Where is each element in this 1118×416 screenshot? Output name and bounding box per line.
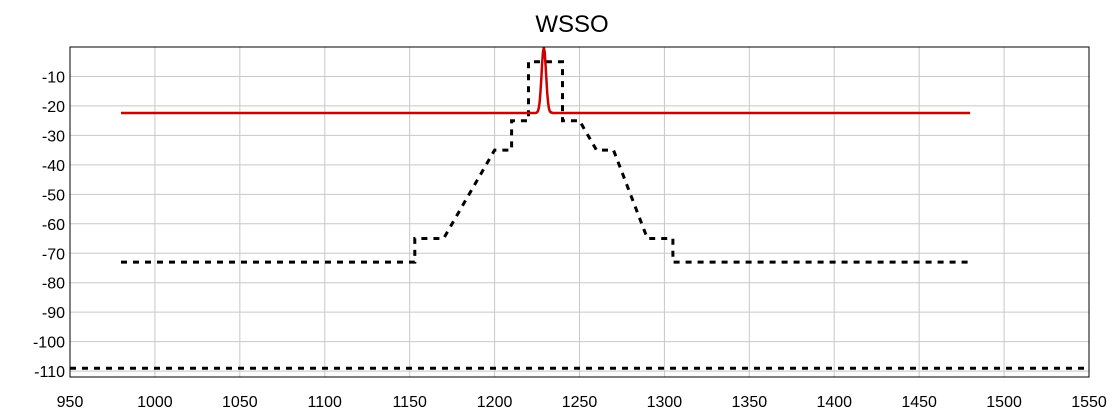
x-tick-label: 1150	[392, 394, 427, 411]
spectrum-trace	[120, 46, 971, 115]
mask-line	[121, 60, 971, 264]
chart-grid	[69, 47, 1090, 377]
y-axis-tick-labels: -10 -20 -30 -40 -50 -60 -70 -80 -90 -100 -110	[33, 69, 65, 381]
chart-title: WSSO	[535, 11, 608, 38]
x-tick-label: 1450	[901, 394, 937, 411]
x-tick-label: 1250	[562, 394, 598, 411]
y-tick-label: -30	[42, 128, 65, 145]
x-tick-label: 1000	[137, 394, 173, 411]
x-axis-tick-labels: 950 1000 1050 1100 1150 1200 1250 1300 1350 1400 1…	[57, 394, 1107, 411]
x-tick-label: 950	[57, 394, 84, 411]
x-tick-label: 1550	[1071, 394, 1107, 411]
y-tick-label: -80	[42, 276, 65, 293]
y-tick-label: -110	[34, 364, 65, 381]
x-tick-label: 1400	[816, 394, 852, 411]
x-tick-label: 1200	[477, 394, 513, 411]
y-tick-label: -90	[42, 305, 65, 322]
x-tick-label: 1500	[986, 394, 1022, 411]
x-tick-label: 1350	[732, 394, 768, 411]
x-tick-label: 1100	[308, 394, 343, 411]
y-tick-label: -50	[42, 187, 65, 204]
x-tick-label: 1050	[222, 394, 258, 411]
x-tick-label: 1300	[647, 394, 683, 411]
y-tick-label: -40	[42, 158, 65, 175]
plot-area-frame	[69, 46, 1090, 378]
plot-series	[70, 46, 1089, 370]
y-tick-label: -70	[42, 246, 65, 263]
y-tick-label: -100	[33, 335, 65, 352]
y-tick-label: -60	[42, 217, 65, 234]
y-tick-label: -10	[42, 69, 65, 86]
y-tick-label: -20	[42, 99, 65, 116]
